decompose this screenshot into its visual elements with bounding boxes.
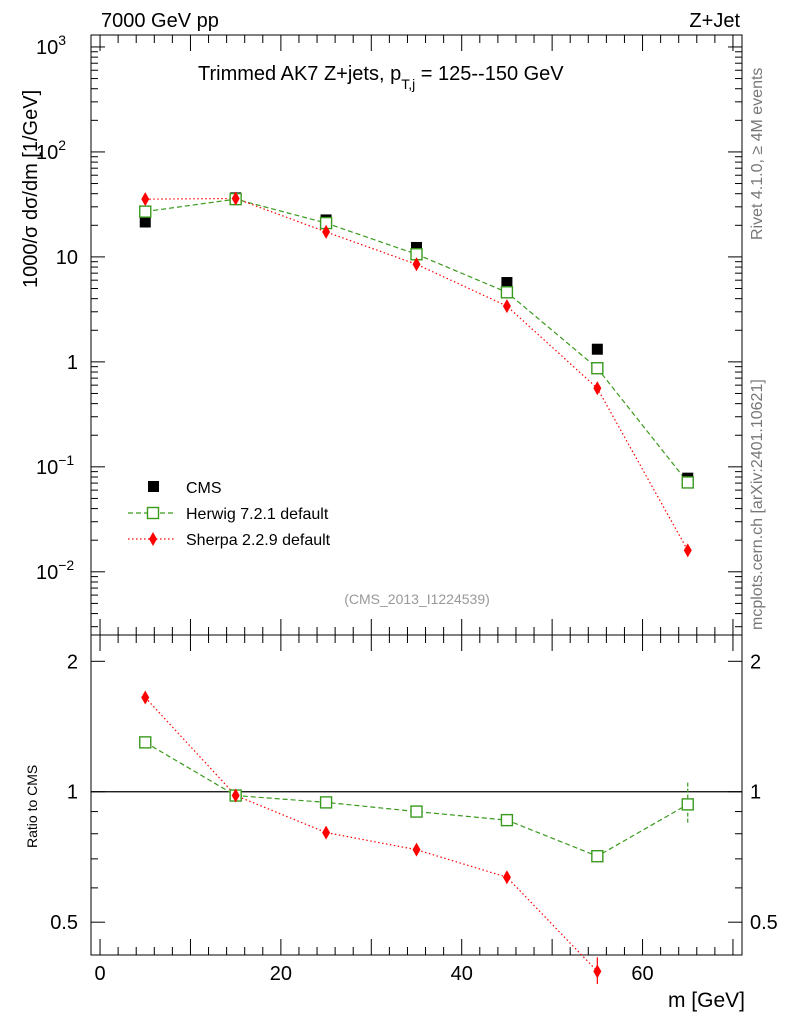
herwig-ratio-point	[681, 798, 694, 811]
ratio-y-label: Ratio to CMS	[24, 765, 40, 848]
legend-sherpa-marker	[149, 532, 157, 546]
sherpa-point	[412, 257, 421, 272]
sherpa-point	[231, 191, 240, 206]
sherpa-ratio-point	[593, 964, 602, 979]
y-tick-label: 10	[56, 247, 78, 269]
herwig-line	[145, 198, 689, 483]
herwig-ratio-point	[139, 736, 152, 749]
legend-sherpa-label: Sherpa 2.2.9 default	[186, 532, 331, 549]
y-tick-label: 0.5	[750, 912, 778, 934]
herwig-ratio-point	[591, 849, 604, 863]
y-tick-label: 0.5	[50, 912, 78, 934]
sherpa-point	[683, 543, 692, 558]
x-axis-label: m [GeV]	[668, 989, 745, 1012]
y-tick-label: 2	[750, 651, 761, 673]
ratio-series	[91, 690, 742, 985]
herwig-ratio-point	[410, 805, 423, 818]
main-y-label: 1000/σ dσ/dm [1/GeV]	[20, 90, 42, 288]
analysis-id: (CMS_2013_I1224539)	[344, 591, 490, 607]
main-series	[139, 191, 694, 558]
header-left: 7000 GeV pp	[101, 10, 219, 32]
rivet-label: Rivet 4.1.0, ≥ 4M events	[749, 68, 766, 240]
y-tick-label: 2	[67, 651, 78, 673]
herwig-point	[591, 362, 604, 375]
legend-cms-marker	[148, 481, 159, 492]
main-title: Trimmed AK7 Z+jets, pT,j = 125--150 GeV	[198, 63, 564, 92]
x-tick-label: 20	[270, 963, 292, 985]
y-tick-label: 1	[750, 782, 761, 804]
ratio-x-ticks: 0 20 40 60	[94, 635, 734, 985]
sherpa-ratio-point	[502, 870, 511, 885]
sherpa-ratio-point	[141, 690, 150, 705]
legend-herwig-label: Herwig 7.2.1 default	[186, 506, 329, 523]
cms-point	[591, 343, 603, 355]
cms-point	[501, 277, 513, 289]
legend-cms-label: CMS	[186, 480, 222, 497]
sherpa-ratio-point	[322, 825, 331, 840]
y-tick-label: 1	[67, 782, 78, 804]
herwig-ratio-point	[319, 796, 333, 809]
ratio-frame	[90, 634, 743, 956]
herwig-point	[500, 286, 514, 299]
legend: CMS Herwig 7.2.1 default Sherpa 2.2.9 de…	[128, 480, 331, 549]
sherpa-point	[141, 192, 150, 207]
mcplots-label: mcplots.cern.ch [arXiv:2401.10621]	[749, 379, 766, 630]
herwig-point	[139, 205, 152, 218]
x-tick-label: 0	[94, 963, 105, 985]
sherpa-point	[322, 224, 331, 239]
y-tick-label: 10−2	[36, 557, 74, 584]
header-right: Z+Jet	[689, 10, 740, 32]
legend-herwig-marker	[146, 506, 160, 520]
sherpa-ratio-point	[231, 788, 240, 803]
cms-point	[139, 216, 151, 228]
sherpa-point	[593, 381, 602, 396]
main-x-ticks	[99, 35, 734, 635]
y-tick-label: 102	[36, 137, 66, 164]
cms-point	[411, 241, 422, 253]
sherpa-ratio-point	[412, 842, 421, 857]
x-tick-label: 40	[451, 963, 473, 985]
sherpa-point	[502, 299, 511, 314]
y-tick-label: 10−1	[36, 452, 74, 479]
herwig-ratio-line	[144, 741, 689, 857]
x-tick-label: 60	[631, 963, 653, 985]
sherpa-ratio-line	[144, 697, 598, 972]
y-tick-label: 103	[36, 32, 66, 59]
herwig-ratio-point	[500, 813, 514, 827]
y-tick-label: 1	[67, 352, 78, 374]
ratio-panel: 0.5 0.5 1 1 2 2 0 20 40 60 Ratio to CMS m [GeV]	[24, 634, 778, 1012]
ratio-y-ticks: 0.5 0.5 1 1 2 2	[50, 651, 778, 934]
herwig-point	[681, 476, 694, 489]
